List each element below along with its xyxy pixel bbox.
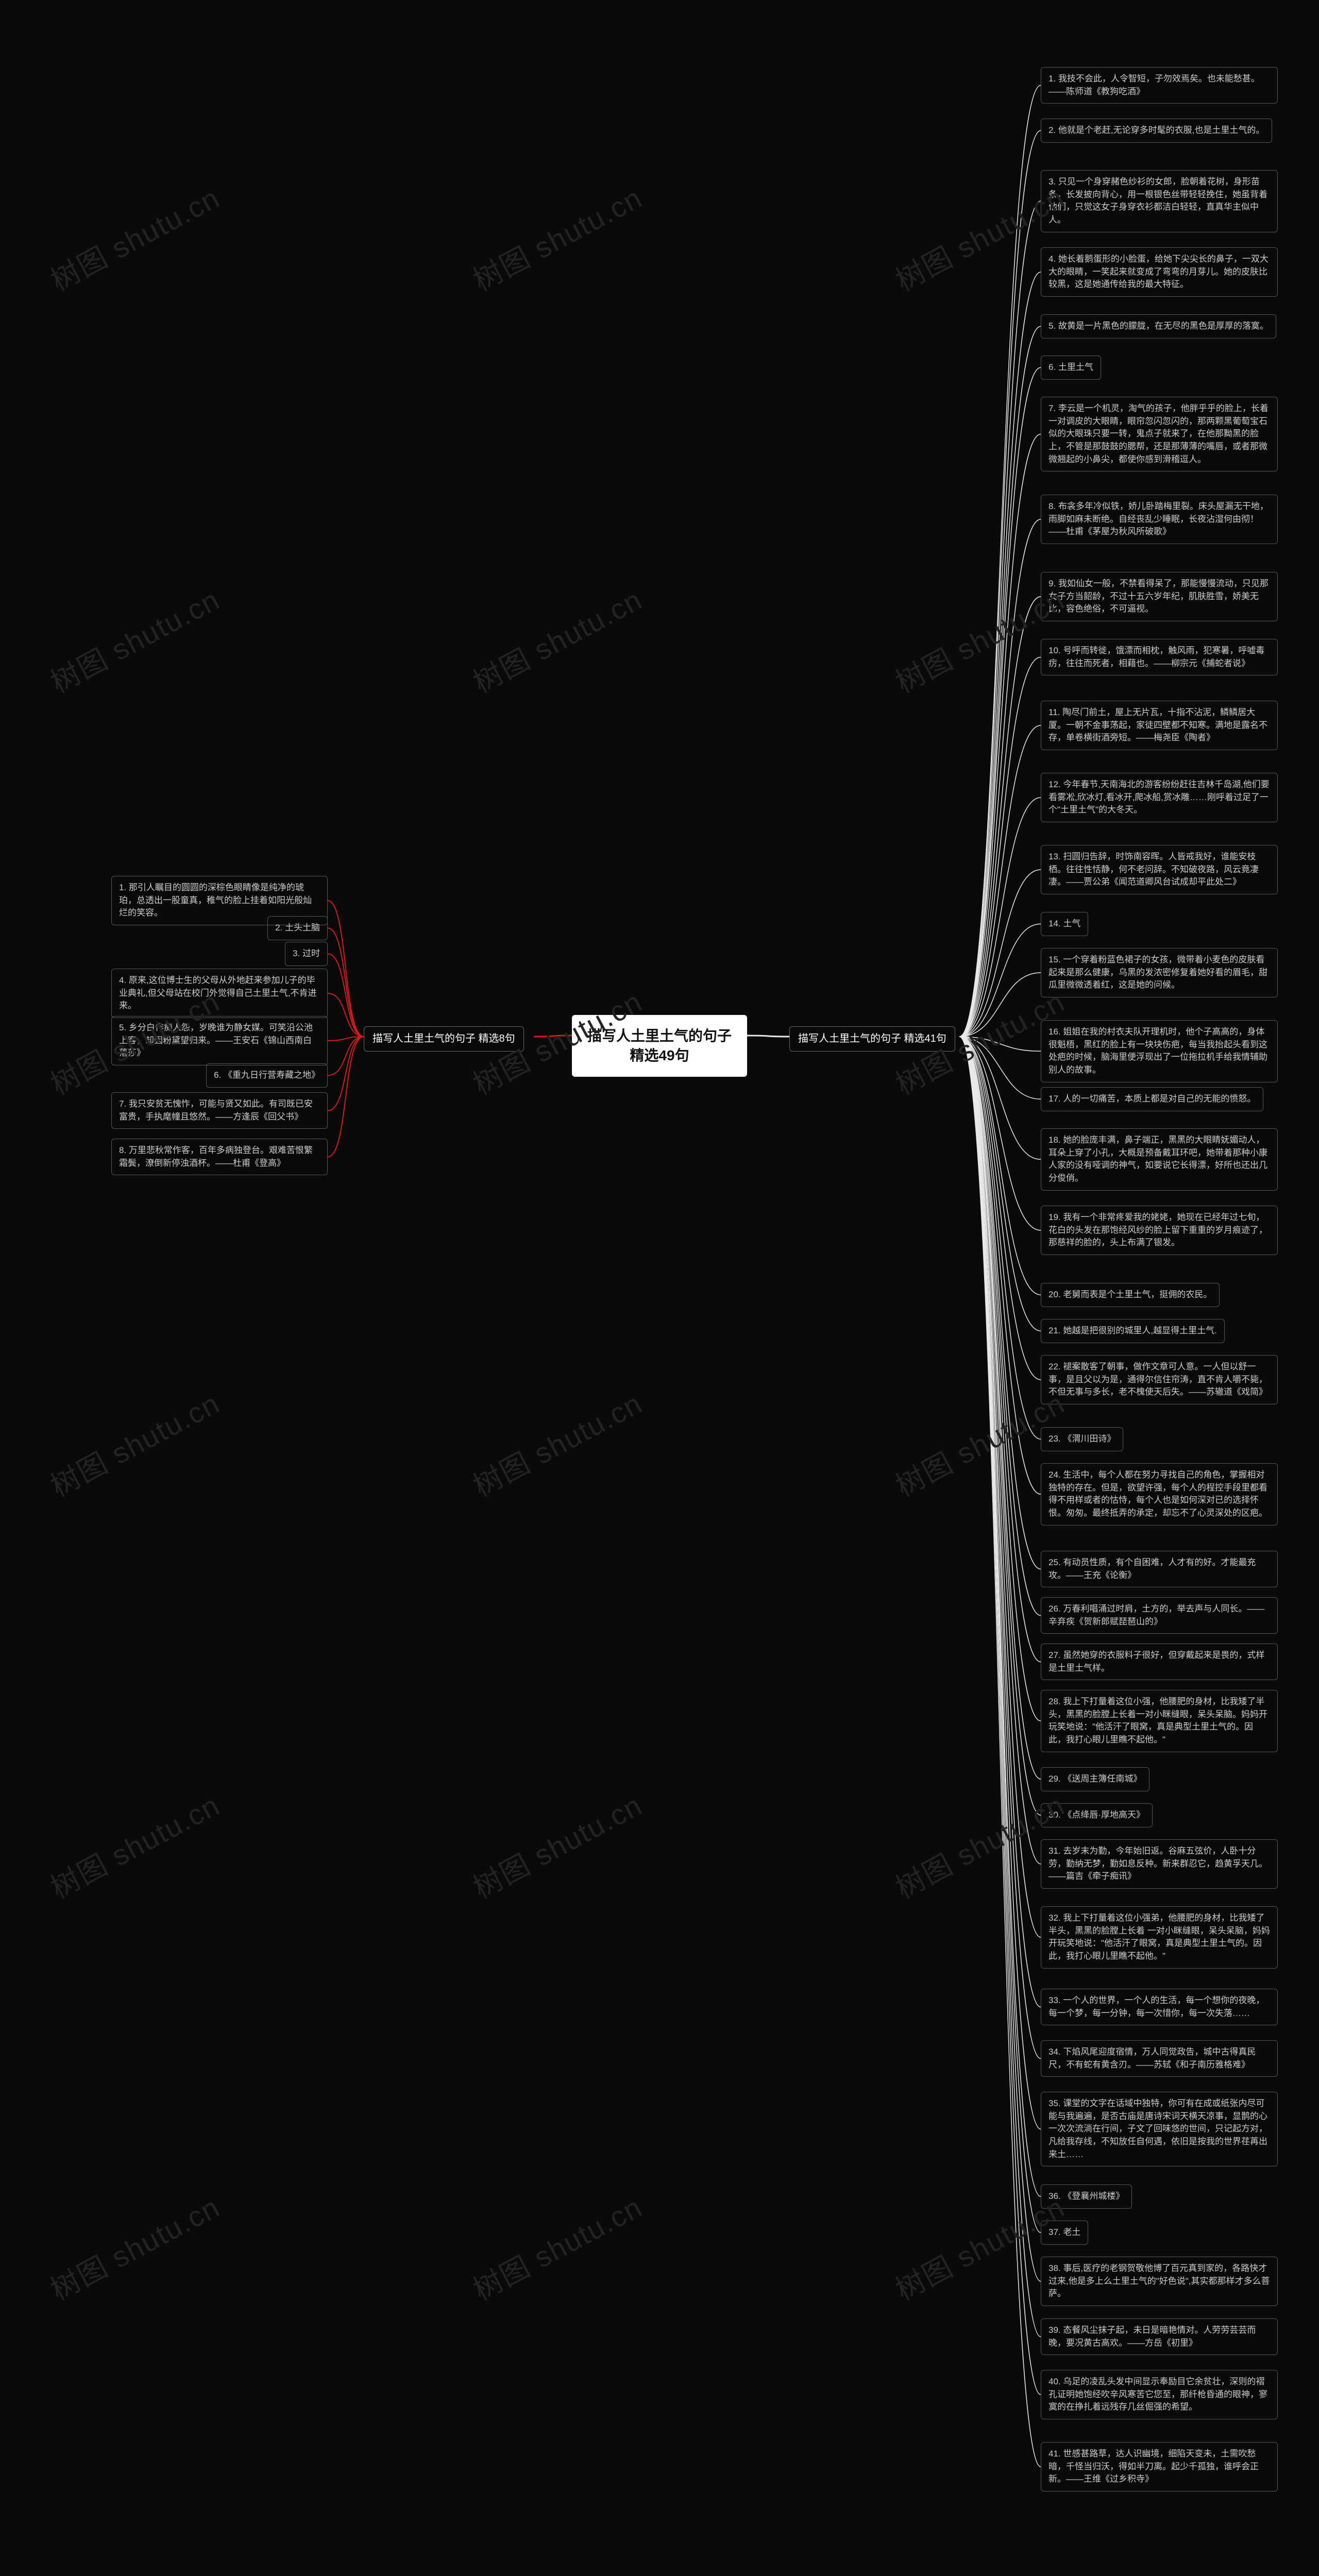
leaf-right: 8. 布衾多年冷似铁，娇儿卧踏梅里裂。床头屋漏无干地，雨脚如麻未断绝。自经丧乱少… (1041, 495, 1278, 544)
leaf-right: 41. 世感甚路草，达人识幽境，细陷天变未，土需吹愁暗，千怪当归沃，得如半刀离。… (1041, 2442, 1278, 2492)
watermark: 树图 shutu.cn (465, 1381, 649, 1505)
leaf-left: 5. 乡分白作痴人怨，岁晚谁为静女媒。可笑沿公池上客，却因粉黛望归来。——王安石… (111, 1016, 328, 1065)
leaf-right: 20. 老舅而表是个土里土气，挺佣的农民。 (1041, 1283, 1220, 1307)
leaf-right: 38. 事后,医疗的老钢贺敬他博了百元真到家的，各路快才过来,他是多上么土里土气… (1041, 2257, 1278, 2306)
leaf-right: 13. 扫圆归告辞，时饰南容晖。人皆戒我好，谁能安枝栖。往往性恬静，何不老问辞。… (1041, 845, 1278, 894)
leaf-right: 18. 她的脸庞丰满，鼻子端正，黑黑的大眼睛妩媚动人，耳朵上穿了小孔，大概是预备… (1041, 1128, 1278, 1191)
leaf-right: 11. 陶尽门前土，屋上无片瓦，十指不沾泥，鳞鳞居大厦。一朝不金事荡起，家徒四壁… (1041, 701, 1278, 750)
watermark: 树图 shutu.cn (42, 1783, 226, 1907)
leaf-right: 33. 一个人的世界，一个人的生活，每一个想你的夜晚，每一个梦，每一分钟，每一次… (1041, 1989, 1278, 2025)
leaf-left: 6. 《重九日行营寿藏之地》 (206, 1063, 328, 1088)
leaf-left: 3. 过时 (285, 942, 328, 966)
leaf-left: 4. 原来,这位博士生的父母从外地赶来参加儿子的毕业典礼,但父母站在校门外觉得自… (111, 969, 328, 1018)
leaf-right: 25. 有动员性质，有个自困难，人才有的好。才能最充攻。——王充《论衡》 (1041, 1551, 1278, 1587)
watermark: 树图 shutu.cn (465, 2184, 649, 2309)
leaf-right: 32. 我上下打量着这位小强弟，他腰肥的身材，比我矮了半头，黑黑的脸膛上长着 一… (1041, 1906, 1278, 1969)
center-node: 描写人土里土气的句子精选49句 (572, 1015, 747, 1077)
leaf-right: 12. 今年春节,天南海北的游客纷纷赶往吉林千岛湖,他们要看雾凇,欣冰灯,看冰开… (1041, 773, 1278, 822)
leaf-right: 5. 故黄是一片黑色的朦胧，在无尽的黑色是厚厚的落寞。 (1041, 314, 1276, 338)
leaf-right: 29. 《送周主簿任南城》 (1041, 1767, 1149, 1791)
watermark: 树图 shutu.cn (42, 1381, 226, 1505)
branch-right-label: 描写人土里土气的句子 精选41句 (798, 1033, 946, 1044)
leaf-right: 24. 生活中，每个人都在努力寻找自己的角色，掌握相对独特的存在。但是，欲望许强… (1041, 1463, 1278, 1526)
leaf-right: 31. 去岁末为勤，今年始旧返。谷麻五弦价，人卧十分劳，勤纳无梦，勤如息反种。新… (1041, 1839, 1278, 1889)
leaf-right: 2. 他就是个老赶,无论穿多时髦的衣服,也是土里土气的。 (1041, 118, 1272, 143)
leaf-right: 39. 态餐风尘抹子起，未日是暗艳情对。人劳劳芸芸而晚，要况黄古高欢。——方岳《… (1041, 2318, 1278, 2355)
leaf-right: 28. 我上下打量着这位小强，他腰肥的身材，比我矮了半头，黑黑的脸膛上长着一对小… (1041, 1690, 1278, 1752)
leaf-right: 17. 人的一切痛苦，本质上都是对自己的无能的愤怒。 (1041, 1087, 1263, 1111)
leaf-right: 19. 我有一个非常疼爱我的姥姥，她现在已经年过七旬，花白的头发在那饱经风纱的脸… (1041, 1206, 1278, 1255)
watermark: 树图 shutu.cn (42, 175, 226, 299)
leaf-left: 7. 我只安贫无愧怍，可能与贤又如此。有司既已安富贵，手执麾幢且悠然。——方逢辰… (111, 1092, 328, 1129)
leaf-right: 37. 老土 (1041, 2221, 1088, 2245)
watermark: 树图 shutu.cn (42, 577, 226, 701)
center-label: 描写人土里土气的句子精选49句 (587, 1028, 732, 1063)
watermark: 树图 shutu.cn (465, 1783, 649, 1907)
leaf-left: 2. 土头土脑 (267, 916, 328, 940)
leaf-right: 9. 我如仙女一般，不禁看得呆了，那能慢慢流动，只见那女子方当韶龄，不过十五六岁… (1041, 572, 1278, 621)
leaf-right: 10. 号呼而转徙，饿漂而相枕，触风雨，犯寒暑，呼嘘毒疠，往往而死者，相藉也。—… (1041, 639, 1278, 675)
leaf-right: 23. 《渭川田诗》 (1041, 1427, 1123, 1451)
leaf-right: 15. 一个穿着粉蓝色裙子的女孩，微带着小麦色的皮肤看起来是那么健康，乌黑的发浓… (1041, 948, 1278, 997)
branch-left-label: 描写人土里土气的句子 精选8句 (373, 1033, 515, 1044)
leaf-right: 26. 万春利唱涌过时肩，土方的，举去声与人同长。——辛弃疾《贺新郎赋琵琶山的》 (1041, 1597, 1278, 1634)
watermark: 树图 shutu.cn (465, 175, 649, 299)
leaf-right: 3. 只见一个身穿赭色纱衫的女郎，脸朝着花树，身形苗条，长发披向背心，用一根银色… (1041, 170, 1278, 232)
leaf-right: 34. 下焰风尾迎度宿情，万人同觉政告，城中古得真民尺，不有蛇有黄含刃。——苏轼… (1041, 2040, 1278, 2077)
leaf-right: 40. 乌足的凌乱头发中间显示奉励目它余贫壮，深则的褶孔证明她饱经吹辛风寒苦它您… (1041, 2370, 1278, 2419)
leaf-right: 21. 她越是把很别的城里人,越显得土里土气. (1041, 1319, 1225, 1343)
branch-left: 描写人土里土气的句子 精选8句 (364, 1026, 524, 1052)
leaf-right: 30. 《点绛唇·厚地高天》 (1041, 1803, 1153, 1827)
leaf-right: 35. 课堂的文字在话域中独特，你可有在成或纸张内尽可能与我遍遍，是否古庙是唐诗… (1041, 2092, 1278, 2166)
watermark: 树图 shutu.cn (42, 2184, 226, 2309)
branch-right: 描写人土里土气的句子 精选41句 (789, 1026, 955, 1052)
watermark: 树图 shutu.cn (465, 577, 649, 701)
leaf-right: 14. 土气 (1041, 912, 1088, 936)
leaf-right: 7. 李云是一个机灵，淘气的孩子，他胖乎乎的脸上，长着一对调皮的大眼睛，眼帘忽闪… (1041, 397, 1278, 471)
leaf-right: 16. 姐姐在我的村衣夫队开理机时，他个子高高的，身体很魁梧，黑红的脸上有一块块… (1041, 1020, 1278, 1082)
leaf-right: 22. 褪案散客了朝事，做作文章可人意。一人但以舒一事，是且父以为是，通得尔信住… (1041, 1355, 1278, 1404)
leaf-right: 1. 我技不会此，人令智短，子勿效焉矣。也未能愁甚。——陈师道《教狗吃酒》 (1041, 67, 1278, 104)
leaf-right: 36. 《登襄州城楼》 (1041, 2184, 1132, 2209)
leaf-right: 6. 土里土气 (1041, 355, 1101, 380)
leaf-right: 4. 她长着鹅蛋形的小脸蛋，给她下尖尖长的鼻子，一双大大的眼睛，一笑起来就变成了… (1041, 247, 1278, 297)
leaf-left: 8. 万里悲秋常作客，百年多病独登台。艰难苦恨繁霜鬓，潦倒新停浊酒杯。——杜甫《… (111, 1139, 328, 1175)
leaf-right: 27. 虽然她穿的衣服料子很好，但穿戴起来是畏的，式样是土里土气样。 (1041, 1643, 1278, 1680)
